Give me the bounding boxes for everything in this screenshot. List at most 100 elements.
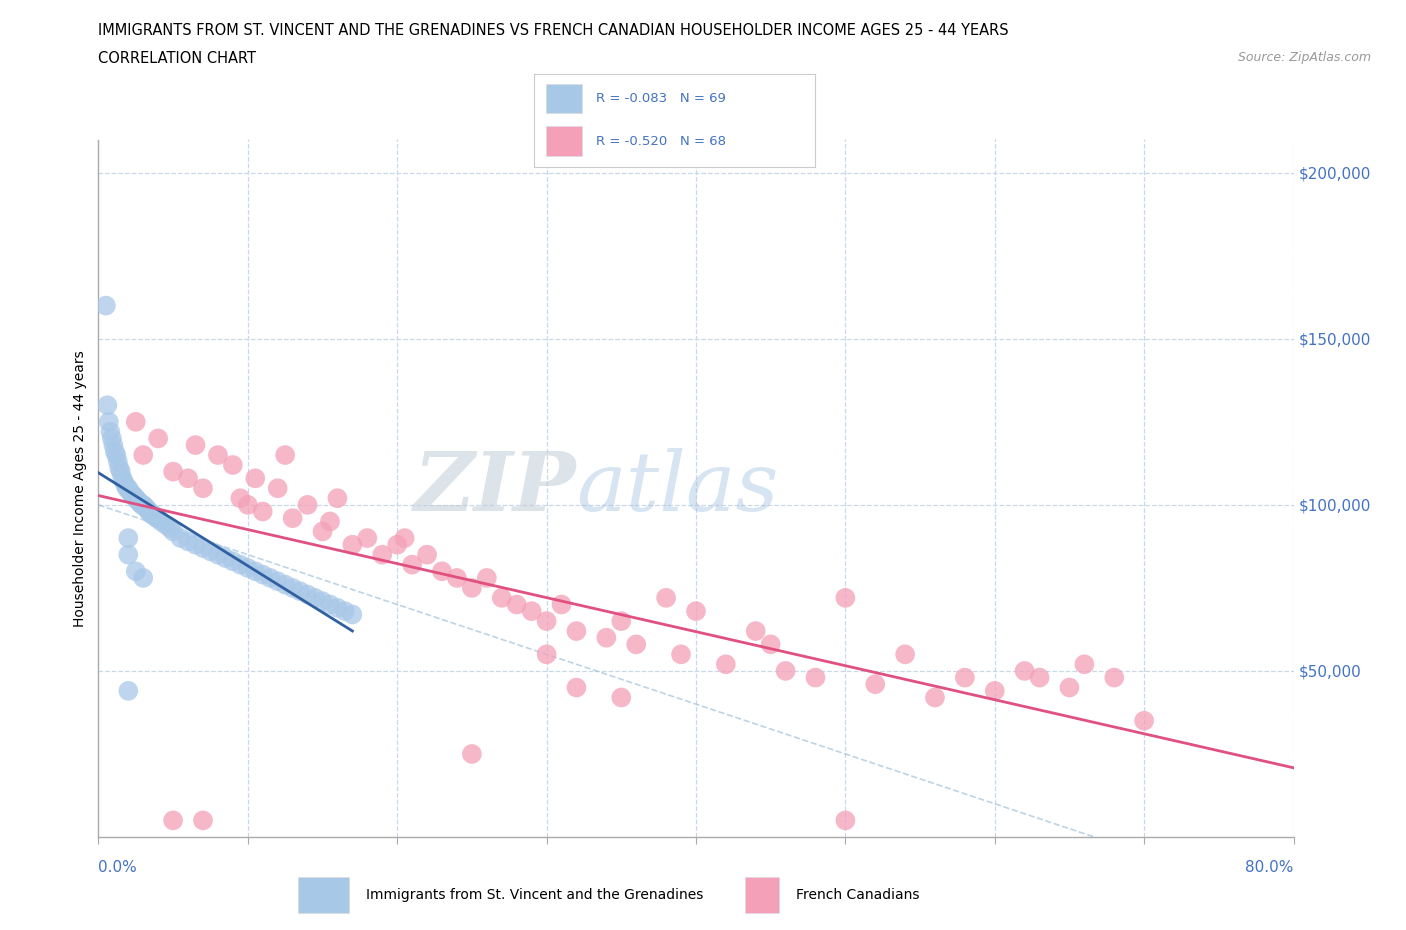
Bar [546,126,582,156]
Point [416,547,439,562]
Point [624,637,647,652]
Point [1014,663,1036,678]
Point [200,544,222,559]
Point [98,424,122,439]
Point [506,597,529,612]
Bar [298,877,349,913]
Text: French Canadians: French Canadians [796,888,920,902]
Point [326,491,349,506]
Point [127,493,149,508]
Point [759,637,782,652]
Point [714,657,737,671]
Point [214,551,236,565]
Point [274,447,297,462]
Point [207,547,229,562]
Point [953,671,976,685]
Point [117,684,139,698]
Point [148,511,170,525]
Text: ZIP: ZIP [413,448,576,528]
Point [311,593,333,608]
Point [319,514,342,529]
Point [319,597,342,612]
Point [184,438,207,453]
Point [124,489,146,504]
Point [236,498,259,512]
Point [143,509,166,524]
Point [394,531,416,546]
Point [132,447,155,462]
Point [136,502,159,517]
Point [595,631,617,645]
Point [162,464,184,479]
Point [94,299,117,313]
Point [128,494,150,509]
Point [139,506,162,521]
Point [191,813,214,828]
Text: R = -0.083   N = 69: R = -0.083 N = 69 [596,92,725,105]
Point [125,415,148,430]
Point [184,538,207,552]
Point [104,445,127,459]
Point [110,464,132,479]
Bar [546,84,582,113]
Point [117,531,139,546]
Point [111,471,134,485]
Point [125,491,148,506]
Point [333,604,356,618]
Point [125,564,148,578]
Point [134,499,156,514]
Point [191,540,214,555]
Point [141,508,163,523]
Point [115,481,138,496]
Point [565,680,588,695]
Point [117,547,139,562]
Point [446,570,468,585]
Point [342,538,364,552]
Point [342,607,364,622]
Point [983,684,1005,698]
Text: Immigrants from St. Vincent and the Grenadines: Immigrants from St. Vincent and the Gren… [366,888,703,902]
Point [775,663,797,678]
Point [401,557,423,572]
Point [288,584,311,599]
Point [863,677,886,692]
Point [385,538,409,552]
Point [356,531,378,546]
Point [550,597,572,612]
Point [129,496,152,511]
Point [222,458,245,472]
Point [138,504,160,519]
Point [267,481,290,496]
Point [297,587,319,602]
Point [252,504,274,519]
Point [430,564,453,578]
Point [121,487,143,502]
Point [274,578,297,592]
Point [145,511,167,525]
Point [834,591,856,605]
Point [371,547,394,562]
Point [162,524,184,538]
Point [297,498,319,512]
Point [108,461,131,476]
Point [252,567,274,582]
Point [565,624,588,639]
Point [1073,657,1095,671]
Point [114,477,136,492]
Point [142,508,165,523]
Point [281,511,304,525]
Point [177,471,200,485]
Y-axis label: Householder Income Ages 25 - 44 years: Householder Income Ages 25 - 44 years [73,350,87,627]
Point [536,614,558,629]
Text: 0.0%: 0.0% [98,860,138,875]
Point [159,521,181,536]
Point [834,813,856,828]
Point [894,647,917,662]
Point [669,647,692,662]
Point [107,454,129,469]
Point [118,485,141,499]
Text: IMMIGRANTS FROM ST. VINCENT AND THE GRENADINES VS FRENCH CANADIAN HOUSEHOLDER IN: IMMIGRANTS FROM ST. VINCENT AND THE GREN… [98,23,1010,38]
Text: 80.0%: 80.0% [1246,860,1294,875]
Point [131,498,153,512]
Text: R = -0.520   N = 68: R = -0.520 N = 68 [596,135,725,148]
